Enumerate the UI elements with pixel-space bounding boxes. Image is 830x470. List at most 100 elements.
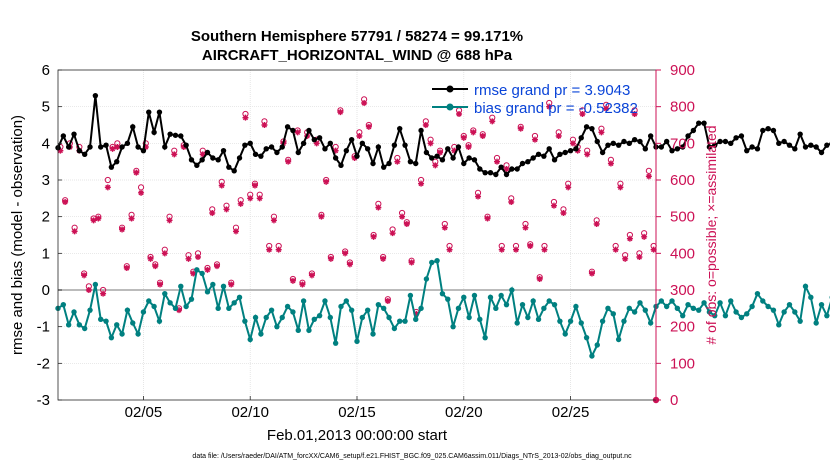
bias-point bbox=[728, 298, 734, 304]
obs-assimilated-marker bbox=[498, 246, 505, 253]
obs-assimilated-marker bbox=[636, 254, 643, 260]
obs-assimilated-marker bbox=[437, 149, 444, 156]
rmse-point bbox=[797, 131, 803, 137]
rmse-point bbox=[343, 147, 350, 154]
bias-point bbox=[792, 309, 798, 315]
y-right-tick-label: 300 bbox=[670, 282, 695, 299]
obs-assimilated-marker bbox=[142, 144, 149, 150]
obs-assimilated-marker bbox=[85, 287, 92, 293]
obs-assimilated-marker bbox=[365, 123, 372, 130]
bias-point bbox=[551, 301, 558, 308]
obs-possible-marker bbox=[104, 176, 111, 184]
bias-point bbox=[487, 294, 494, 301]
obs-assimilated-marker bbox=[384, 298, 391, 304]
obs-assimilated-marker bbox=[266, 246, 273, 253]
rmse-point bbox=[92, 92, 99, 99]
rmse-point bbox=[770, 127, 777, 134]
rmse-point bbox=[354, 153, 360, 159]
x-axis-ticks: 02/05 02/10 02/15 02/20 02/25 bbox=[125, 396, 589, 421]
bias-point bbox=[599, 318, 606, 324]
bias-point bbox=[583, 334, 590, 341]
rmse-point bbox=[407, 158, 414, 165]
rmse-point bbox=[156, 109, 163, 115]
bias-point bbox=[765, 303, 771, 310]
bias-point bbox=[402, 318, 408, 324]
bias-line bbox=[57, 259, 830, 359]
bias-point bbox=[658, 298, 665, 304]
bias-point bbox=[183, 303, 189, 310]
bias-point bbox=[429, 259, 435, 266]
bias-point bbox=[359, 314, 366, 321]
rmse-point bbox=[204, 149, 211, 156]
bias-point bbox=[749, 303, 755, 310]
bias-point bbox=[797, 318, 803, 324]
bias-point bbox=[300, 298, 307, 304]
obs-assimilated-marker bbox=[356, 133, 363, 139]
rmse-point bbox=[530, 155, 536, 161]
rmse-point bbox=[114, 158, 120, 165]
rmse-point bbox=[268, 144, 275, 150]
obs-assimilated-marker bbox=[565, 184, 572, 191]
bias-point bbox=[455, 305, 462, 312]
y-right-tick-label: 600 bbox=[670, 172, 695, 189]
bias-point bbox=[316, 312, 323, 319]
obs-assimilated-marker bbox=[408, 259, 415, 266]
rmse-point bbox=[81, 151, 88, 158]
rmse-point bbox=[562, 149, 568, 156]
obs-assimilated-marker bbox=[195, 254, 202, 260]
bias-point bbox=[418, 305, 424, 312]
bias-point bbox=[808, 294, 814, 301]
obs-assimilated-marker bbox=[427, 140, 434, 147]
rmse-point bbox=[760, 127, 766, 134]
bias-point bbox=[343, 298, 350, 304]
obs-assimilated-marker bbox=[190, 270, 197, 277]
rmse-point bbox=[679, 144, 686, 150]
rmse-point bbox=[669, 147, 675, 154]
obs-assimilated-marker bbox=[223, 206, 230, 213]
rmse-point bbox=[87, 144, 93, 150]
bias-point bbox=[503, 301, 510, 308]
rmse-point bbox=[728, 140, 734, 147]
rmse-point bbox=[338, 162, 344, 169]
bias-point bbox=[770, 307, 777, 313]
rmse-point bbox=[172, 132, 179, 138]
rmse-point bbox=[327, 140, 334, 147]
bias-point bbox=[295, 327, 301, 334]
obs-assimilated-marker bbox=[242, 114, 249, 121]
bias-point bbox=[498, 292, 504, 299]
bias-point bbox=[519, 301, 526, 308]
rmse-point bbox=[487, 169, 494, 176]
bias-point bbox=[413, 316, 419, 323]
rmse-point bbox=[423, 149, 430, 156]
bias-point bbox=[663, 303, 670, 310]
bias-point bbox=[733, 309, 739, 315]
obs-assimilated-marker bbox=[536, 276, 543, 282]
bias-point bbox=[135, 331, 141, 337]
bias-point bbox=[108, 334, 115, 341]
rmse-point bbox=[765, 125, 771, 132]
rmse-point bbox=[605, 142, 611, 148]
obs-assimilated-marker bbox=[81, 272, 88, 279]
obs-assimilated-marker bbox=[569, 140, 576, 147]
obs-count-markers bbox=[57, 96, 660, 404]
rmse-point bbox=[332, 155, 339, 161]
rmse-point bbox=[178, 133, 184, 139]
bias-point bbox=[786, 301, 793, 308]
rmse-point bbox=[429, 155, 435, 161]
legend-rmse-label: rmse grand pr = 3.9043 bbox=[474, 82, 630, 99]
obs-assimilated-marker bbox=[270, 217, 277, 224]
bias-point bbox=[546, 298, 552, 304]
obs-assimilated-marker bbox=[494, 158, 501, 165]
rmse-point bbox=[284, 124, 291, 130]
chart-title-line2: AIRCRAFT_HORIZONTAL_WIND @ 688 hPa bbox=[202, 47, 513, 64]
rmse-point bbox=[194, 162, 200, 169]
bias-point bbox=[103, 318, 109, 324]
rmse-point bbox=[792, 146, 798, 152]
obs-assimilated-marker bbox=[470, 129, 477, 136]
obs-assimilated-marker bbox=[612, 246, 619, 253]
obs-assimilated-marker bbox=[237, 200, 244, 207]
rmse-point bbox=[391, 142, 398, 148]
bias-point bbox=[268, 307, 275, 313]
obs-assimilated-marker bbox=[422, 122, 429, 128]
bias-point bbox=[813, 320, 819, 326]
